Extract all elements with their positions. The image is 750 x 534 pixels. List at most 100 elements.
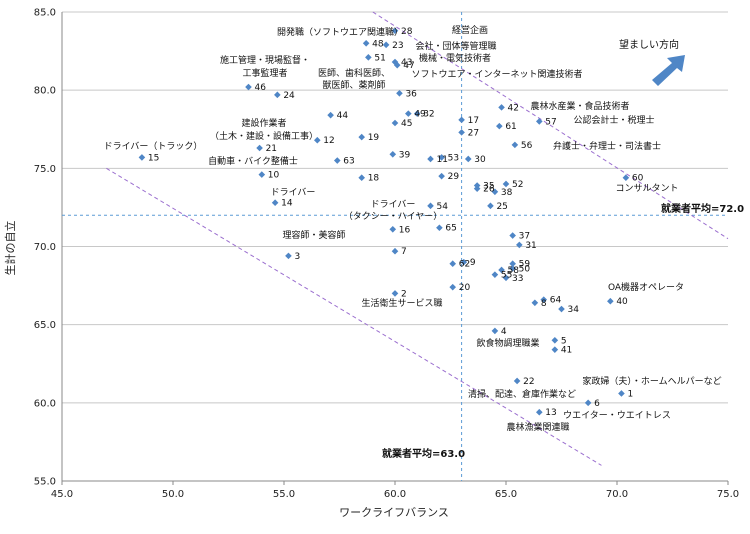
point-id-label: 17 bbox=[468, 116, 479, 126]
point-id-label: 2 bbox=[401, 289, 407, 299]
data-point bbox=[502, 274, 510, 282]
data-point bbox=[584, 399, 592, 407]
data-point bbox=[498, 104, 505, 111]
category-annotation: 農林水産業・食品技術者 bbox=[530, 100, 629, 112]
data-point bbox=[536, 408, 543, 416]
data-point bbox=[531, 299, 539, 307]
y-tick-label: 80.0 bbox=[34, 86, 56, 97]
x-tick-label: 55.0 bbox=[273, 489, 295, 500]
lower-diagonal-line bbox=[106, 167, 602, 466]
data-point bbox=[607, 297, 614, 305]
data-point bbox=[458, 129, 465, 136]
point-id-label: 34 bbox=[568, 305, 580, 315]
category-annotation: 公認会計士・税理士 bbox=[573, 114, 654, 126]
data-point bbox=[427, 155, 434, 163]
point-id-label: 51 bbox=[374, 53, 385, 63]
data-point bbox=[333, 157, 341, 164]
category-annotation: 会社・団体等管理職 bbox=[415, 40, 496, 52]
point-id-label: 40 bbox=[616, 297, 628, 307]
point-id-label: 54 bbox=[437, 202, 449, 212]
data-point bbox=[464, 155, 472, 163]
point-id-label: 1 bbox=[627, 389, 633, 399]
data-point bbox=[389, 150, 397, 158]
y-tick-label: 85.0 bbox=[34, 8, 56, 19]
point-id-label: 27 bbox=[468, 128, 479, 138]
axes: 55.0 60.0 65.0 70.0 75.0 80.0 85.0 45.0 50.0 55.0… bbox=[34, 8, 739, 501]
data-point bbox=[509, 265, 516, 272]
category-annotation: OA機器オペレータ bbox=[608, 281, 684, 293]
point-id-label: 61 bbox=[505, 122, 516, 132]
category-annotation: 開発職（ソフトウエア関連職） bbox=[277, 26, 403, 38]
category-annotation: 医師、歯科医師、 bbox=[318, 67, 390, 79]
data-point bbox=[509, 232, 516, 239]
y-tick-label: 60.0 bbox=[34, 398, 56, 409]
data-point bbox=[438, 172, 445, 180]
data-point bbox=[487, 202, 494, 210]
category-annotation: ドライバー bbox=[271, 187, 316, 198]
data-point bbox=[382, 41, 390, 49]
data-point bbox=[551, 346, 559, 353]
point-id-label: 63 bbox=[343, 157, 354, 167]
point-id-label: 7 bbox=[401, 247, 407, 257]
point-id-label: 49 bbox=[414, 110, 426, 120]
point-id-label: 42 bbox=[508, 103, 519, 113]
x-axis-title: ワークライフバランス bbox=[339, 506, 449, 519]
point-id-label: 30 bbox=[474, 155, 486, 165]
data-point bbox=[427, 202, 434, 210]
point-id-label: 33 bbox=[512, 274, 523, 284]
point-id-label: 39 bbox=[399, 150, 411, 160]
y-average-label: 就業者平均=72.0 bbox=[661, 202, 744, 215]
category-annotation: 理容師・美容師 bbox=[282, 229, 345, 241]
data-point bbox=[271, 199, 279, 207]
data-point bbox=[405, 110, 412, 117]
point-id-label: 65 bbox=[445, 224, 456, 234]
point-id-label: 38 bbox=[501, 188, 513, 198]
point-id-label: 53 bbox=[448, 153, 459, 163]
data-point bbox=[391, 27, 399, 35]
data-point bbox=[391, 247, 399, 255]
point-id-label: 16 bbox=[399, 225, 411, 235]
point-id-label: 13 bbox=[545, 408, 556, 418]
category-annotation: 弁護士・弁理士・司法書士 bbox=[553, 140, 661, 152]
data-point bbox=[138, 154, 146, 161]
point-id-label: 10 bbox=[268, 171, 280, 181]
y-axis-title: 生計の自立 bbox=[3, 221, 17, 276]
data-point bbox=[502, 180, 510, 188]
point-id-label: 9 bbox=[470, 258, 476, 268]
data-point bbox=[491, 188, 499, 196]
point-id-label: 18 bbox=[368, 174, 380, 184]
y-tick-label: 65.0 bbox=[34, 320, 56, 331]
point-id-label: 52 bbox=[512, 180, 523, 190]
data-point bbox=[391, 290, 399, 297]
x-tick-label: 50.0 bbox=[162, 489, 184, 500]
data-point bbox=[618, 390, 625, 397]
x-tick-label: 65.0 bbox=[495, 489, 517, 500]
point-id-label: 28 bbox=[401, 27, 413, 37]
data-point bbox=[558, 305, 565, 313]
point-id-label: 29 bbox=[448, 172, 460, 182]
point-id-label: 59 bbox=[519, 260, 531, 270]
preferred-direction-arrow-icon bbox=[652, 55, 685, 86]
data-point bbox=[449, 283, 457, 291]
category-annotation: ドライバー（トラック） bbox=[104, 141, 203, 152]
point-id-label: 21 bbox=[266, 144, 277, 154]
grid-lines bbox=[62, 11, 728, 482]
category-annotation: 飲食物調理職業 bbox=[476, 337, 539, 349]
point-id-label: 35 bbox=[483, 182, 494, 192]
upper-diagonal-line bbox=[372, 11, 729, 240]
x-tick-label: 70.0 bbox=[606, 489, 628, 500]
data-point bbox=[436, 224, 443, 232]
point-id-label: 47 bbox=[403, 61, 414, 71]
category-annotation: ソフトウエア・インターネット関連技術者 bbox=[411, 68, 582, 80]
point-id-label: 19 bbox=[368, 133, 380, 143]
point-id-label: 31 bbox=[525, 241, 536, 251]
category-annotations: 開発職（ソフトウエア関連職） 経営企画会社・団体等管理職機械・電気技術者ソフトウエ… bbox=[104, 24, 722, 433]
point-id-label: 37 bbox=[519, 232, 530, 242]
point-id-label: 20 bbox=[459, 283, 471, 293]
data-point bbox=[285, 252, 292, 260]
data-point bbox=[314, 136, 321, 144]
data-point bbox=[540, 296, 548, 303]
point-id-label: 8 bbox=[541, 299, 547, 309]
data-point bbox=[438, 154, 445, 161]
